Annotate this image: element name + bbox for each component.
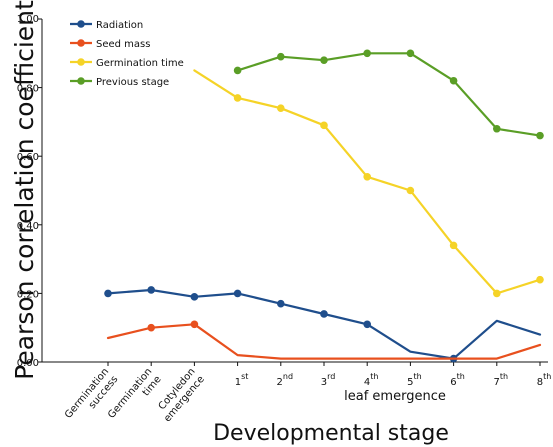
data-point-radiation bbox=[233, 289, 242, 298]
data-point-germination-time bbox=[493, 289, 501, 298]
series bbox=[104, 49, 544, 363]
x-tick-label: 5th bbox=[407, 372, 422, 388]
data-point-previous-stage bbox=[233, 66, 242, 75]
data-point-germination-time bbox=[536, 275, 544, 284]
legend: Radiation Seed mass Germination time Previo… bbox=[70, 20, 184, 88]
data-point-germination-time bbox=[320, 121, 328, 130]
data-point-radiation bbox=[277, 299, 285, 308]
data-point-germination-time bbox=[363, 172, 372, 181]
series-line-radiation bbox=[106, 288, 542, 360]
x-axis-label: Developmental stage bbox=[213, 421, 449, 446]
data-point-previous-stage bbox=[536, 131, 544, 140]
legend-swatch-marker bbox=[77, 20, 85, 28]
legend-label: Previous stage bbox=[96, 77, 169, 88]
data-point-radiation bbox=[363, 320, 372, 329]
series-line-seed-mass bbox=[106, 323, 542, 360]
x-tick-label: 6th bbox=[450, 372, 465, 388]
axes bbox=[41, 19, 548, 363]
legend-label: Radiation bbox=[96, 20, 143, 31]
data-point-previous-stage bbox=[363, 49, 372, 58]
y-axis-label: Pearson correlation coefficient bbox=[10, 0, 39, 380]
x-tick-label: 4th bbox=[364, 372, 379, 388]
series-line-previous-stage bbox=[236, 52, 542, 137]
y-tick-label: 0.80 bbox=[17, 84, 39, 95]
x-tick-label: 8th bbox=[537, 372, 552, 388]
legend-item-seed-mass: Seed mass bbox=[70, 39, 150, 50]
data-point-radiation bbox=[147, 286, 155, 294]
x-tick-label: 3rd bbox=[321, 372, 336, 388]
data-point-seed-mass bbox=[147, 323, 155, 332]
data-point-germination-time bbox=[406, 186, 415, 195]
data-point-germination-time bbox=[233, 94, 242, 102]
series-line-germination-time bbox=[193, 69, 542, 295]
y-tick-label: 0.20 bbox=[17, 289, 39, 300]
legend-label: Germination time bbox=[96, 58, 184, 69]
legend-swatch-marker bbox=[77, 39, 85, 47]
data-point-previous-stage bbox=[320, 56, 328, 64]
legend-item-radiation: Radiation bbox=[70, 20, 143, 31]
legend-swatch-marker bbox=[77, 58, 85, 66]
y-tick-label: 1.00 bbox=[17, 14, 39, 25]
x-tick-label: 2nd bbox=[277, 372, 294, 388]
data-point-previous-stage bbox=[449, 76, 458, 85]
y-tick-label: 0.60 bbox=[17, 152, 39, 163]
legend-swatch-marker bbox=[77, 77, 85, 85]
x-group-label: leaf emergence bbox=[344, 389, 446, 404]
legend-label: Seed mass bbox=[96, 39, 150, 50]
data-point-radiation bbox=[190, 293, 199, 301]
y-tick-label: 0.00 bbox=[17, 358, 39, 369]
data-point-radiation bbox=[104, 289, 112, 298]
x-tick-label: 7th bbox=[494, 372, 509, 388]
data-point-previous-stage bbox=[493, 124, 501, 133]
data-point-germination-time bbox=[277, 104, 285, 112]
legend-item-germination-time: Germination time bbox=[70, 58, 184, 69]
data-point-previous-stage bbox=[406, 49, 415, 58]
legend-item-previous-stage: Previous stage bbox=[70, 77, 169, 88]
y-ticks: 0.00 0.20 0.40 0.60 0.80 1.00 bbox=[17, 14, 42, 369]
x-tick-label: 1st bbox=[235, 372, 249, 388]
data-point-previous-stage bbox=[277, 52, 285, 61]
x-ticks: GerminationsuccessGerminationtimeCotyled… bbox=[63, 362, 552, 424]
data-point-radiation bbox=[320, 310, 328, 318]
data-point-germination-time bbox=[449, 241, 458, 250]
data-point-seed-mass bbox=[190, 320, 199, 329]
y-tick-label: 0.40 bbox=[17, 221, 39, 232]
